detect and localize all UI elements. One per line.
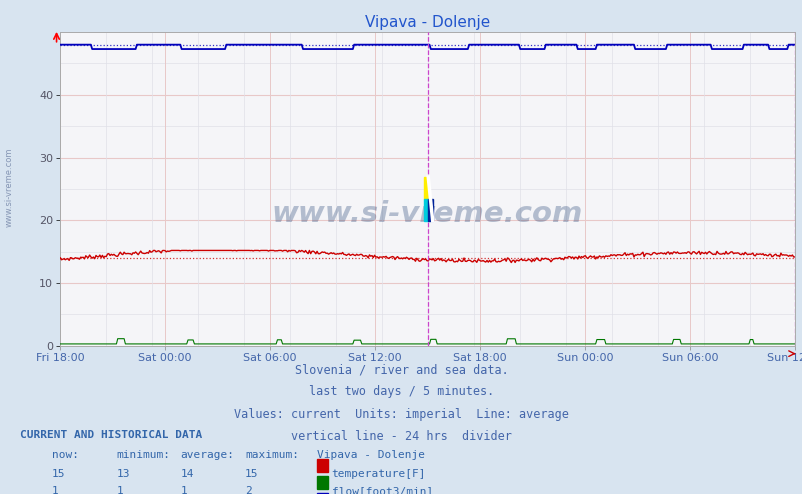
Text: Slovenia / river and sea data.: Slovenia / river and sea data. bbox=[294, 363, 508, 376]
Text: www.si-vreme.com: www.si-vreme.com bbox=[5, 148, 14, 227]
Text: now:: now: bbox=[52, 450, 79, 459]
Text: CURRENT AND HISTORICAL DATA: CURRENT AND HISTORICAL DATA bbox=[20, 430, 202, 440]
Bar bbox=[423, 177, 427, 199]
Text: 15: 15 bbox=[245, 469, 258, 479]
Text: Vipava - Dolenje: Vipava - Dolenje bbox=[317, 450, 424, 459]
Text: 1: 1 bbox=[180, 486, 187, 494]
Text: vertical line - 24 hrs  divider: vertical line - 24 hrs divider bbox=[290, 430, 512, 443]
Text: temperature[F]: temperature[F] bbox=[331, 469, 426, 479]
Text: flow[foot3/min]: flow[foot3/min] bbox=[331, 486, 432, 494]
Text: maximum:: maximum: bbox=[245, 450, 298, 459]
Text: average:: average: bbox=[180, 450, 234, 459]
Title: Vipava - Dolenje: Vipava - Dolenje bbox=[365, 14, 489, 30]
Text: 1: 1 bbox=[116, 486, 123, 494]
Text: 13: 13 bbox=[116, 469, 130, 479]
Bar bbox=[427, 199, 432, 221]
Text: 14: 14 bbox=[180, 469, 194, 479]
Text: Values: current  Units: imperial  Line: average: Values: current Units: imperial Line: av… bbox=[233, 408, 569, 420]
Text: 1: 1 bbox=[52, 486, 59, 494]
Bar bbox=[423, 199, 427, 221]
Text: 15: 15 bbox=[52, 469, 66, 479]
Text: www.si-vreme.com: www.si-vreme.com bbox=[272, 200, 582, 228]
Text: 2: 2 bbox=[245, 486, 251, 494]
Text: minimum:: minimum: bbox=[116, 450, 170, 459]
Text: last two days / 5 minutes.: last two days / 5 minutes. bbox=[309, 385, 493, 398]
